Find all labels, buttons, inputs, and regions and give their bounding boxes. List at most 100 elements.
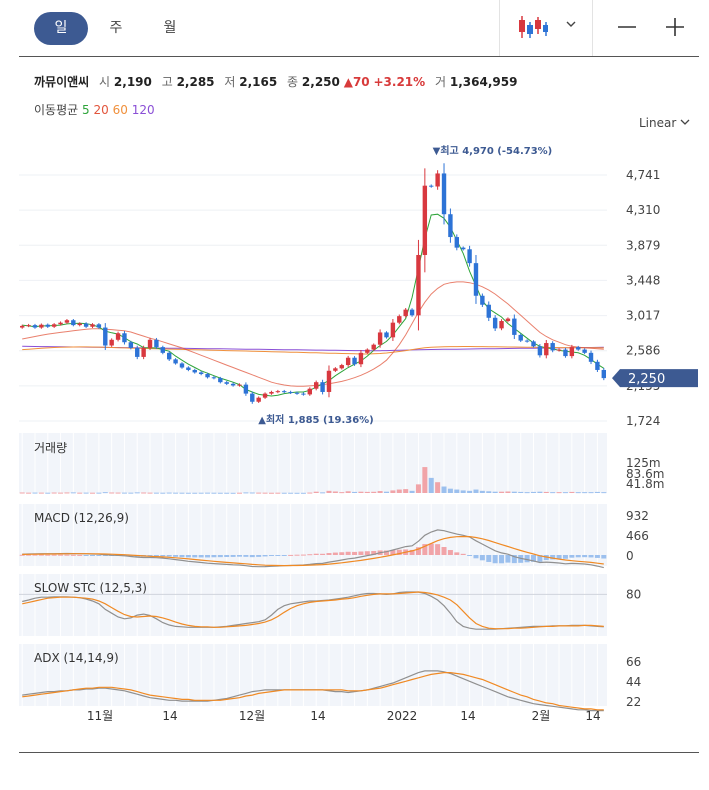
adx-panel-title: ADX (14,14,9) <box>34 651 119 665</box>
volume-bar <box>499 491 505 493</box>
plus-icon[interactable] <box>665 17 685 37</box>
period-tab-week[interactable]: 주 <box>109 20 123 36</box>
volume-bar <box>537 491 543 493</box>
volume-bar <box>141 492 147 494</box>
volume-bar <box>147 492 153 494</box>
change-percent: +3.21% <box>373 75 426 89</box>
price-axis-label: 1,724 <box>626 414 660 428</box>
volume-bar <box>109 492 115 494</box>
candle-body <box>128 342 134 348</box>
minus-icon[interactable] <box>617 17 637 37</box>
candle-body <box>588 352 594 362</box>
volume-bar <box>435 482 441 493</box>
candle-body <box>301 393 306 395</box>
period-tab-day[interactable]: 일 <box>34 12 88 45</box>
candle-body <box>441 173 447 215</box>
volume-bar <box>294 492 300 494</box>
candle-body <box>460 247 466 250</box>
volume-bar <box>562 492 568 494</box>
candle-body <box>326 370 332 392</box>
macd-histogram-bar <box>243 555 249 557</box>
low-value: 2,165 <box>239 75 278 89</box>
macd-histogram-bar <box>70 554 76 556</box>
stoch-d-line <box>22 591 604 630</box>
macd-histogram-bar <box>147 555 153 557</box>
candle-body <box>563 349 568 357</box>
volume-bar <box>115 492 121 494</box>
price-axis-label: 3,879 <box>626 238 660 252</box>
volume-bar <box>550 492 556 494</box>
candle-body <box>550 343 555 351</box>
chevron-down-icon[interactable] <box>566 21 576 29</box>
volume-bar <box>45 492 51 494</box>
volume-bar <box>32 492 38 494</box>
chart-type-selector[interactable] <box>499 0 593 56</box>
candle-body <box>103 327 108 346</box>
candle-body <box>275 391 281 393</box>
volume-bar <box>268 492 274 494</box>
volume-bar <box>134 492 140 494</box>
macd-histogram-bar <box>281 555 287 556</box>
volume-bar <box>409 490 415 493</box>
volume-bar <box>377 491 383 493</box>
candle-body <box>365 349 370 353</box>
close-value: 2,250 <box>301 75 340 89</box>
volume-bar <box>594 491 600 493</box>
volume-bar <box>83 492 89 494</box>
macd-histogram-bar <box>230 555 236 557</box>
x-axis-label: 14 <box>310 709 325 723</box>
x-axis-label: 2022 <box>387 709 418 723</box>
candle-body <box>358 352 364 365</box>
macd-histogram-bar <box>179 555 185 558</box>
candle-body <box>256 397 261 402</box>
macd-histogram-bar <box>173 555 179 557</box>
adxr-line <box>22 671 604 711</box>
macd-histogram-bar <box>537 555 543 562</box>
macd-histogram-bar <box>262 555 268 557</box>
candle-body <box>26 325 31 327</box>
macd-histogram-bar <box>198 555 204 558</box>
macd-histogram-bar <box>268 555 274 556</box>
candle-body <box>64 320 70 323</box>
macd-histogram-bar <box>575 555 581 558</box>
candle-body <box>45 324 50 327</box>
macd-histogram-bar <box>160 555 166 557</box>
high-price-annotation: ▼최고 4,970 (-54.73%) <box>433 144 553 157</box>
volume-bar <box>262 492 268 494</box>
x-axis-label: 14 <box>585 709 600 723</box>
macd-panel-title: MACD (12,26,9) <box>34 511 129 525</box>
price-axis-label: 3,448 <box>626 273 660 287</box>
volume-bar <box>396 489 402 493</box>
macd-histogram-bar <box>422 544 428 555</box>
macd-histogram-bar <box>211 555 217 558</box>
macd-histogram-bar <box>294 554 300 556</box>
scale-selector[interactable]: Linear <box>639 116 690 130</box>
period-tab-month[interactable]: 월 <box>163 20 177 36</box>
macd-histogram-bar <box>594 555 600 558</box>
volume-panel-title: 거래량 <box>34 441 67 455</box>
candlestick-icon <box>519 16 548 38</box>
macd-histogram-bar <box>409 549 415 555</box>
candle-body <box>422 185 428 255</box>
candle-body <box>339 365 344 369</box>
candle-body <box>537 346 543 356</box>
macd-histogram-bar <box>90 555 95 556</box>
adx-axis-label: 66 <box>626 655 641 669</box>
candle-body <box>480 295 485 305</box>
volume-bar <box>390 490 396 493</box>
macd-histogram-bar <box>467 555 473 556</box>
macd-histogram-bar <box>352 551 358 555</box>
macd-histogram-bar <box>217 555 223 558</box>
candle-body <box>179 363 185 368</box>
macd-histogram-bar <box>51 554 57 556</box>
volume-bar <box>205 492 211 494</box>
macd-histogram-bar <box>288 554 294 556</box>
macd-histogram-bar <box>441 547 447 555</box>
moving-average-legend: 이동평균 5 20 60 120 <box>34 101 155 118</box>
macd-histogram-bar <box>166 555 172 557</box>
volume-bar <box>230 492 236 494</box>
volume-bar <box>345 491 351 493</box>
candle-body <box>499 321 504 329</box>
volume-bar <box>192 492 198 494</box>
